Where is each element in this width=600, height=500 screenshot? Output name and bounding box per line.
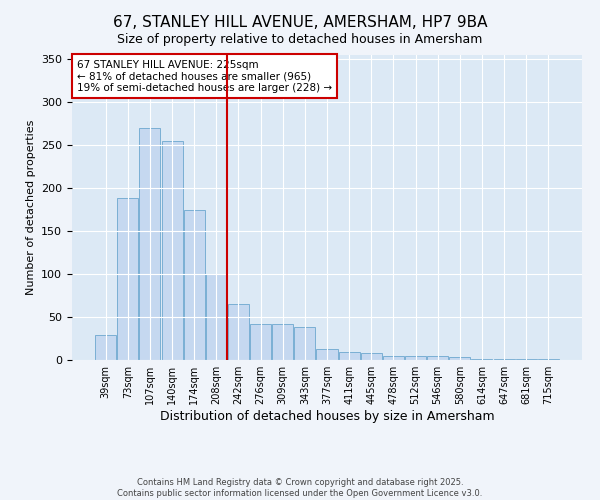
Bar (427, 356, 448, 360)
Bar (515, 359, 536, 360)
Bar (295, 328, 316, 360)
Bar (338, 352, 359, 360)
Bar (538, 359, 559, 360)
X-axis label: Distribution of detached houses by size in Amersham: Distribution of detached houses by size … (160, 410, 494, 423)
Bar (472, 359, 493, 360)
Bar (272, 324, 293, 360)
Bar (250, 324, 271, 360)
Bar (494, 359, 515, 360)
Bar (184, 210, 205, 360)
Bar (405, 356, 426, 360)
Bar (361, 353, 382, 360)
Text: 67, STANLEY HILL AVENUE, AMERSHAM, HP7 9BA: 67, STANLEY HILL AVENUE, AMERSHAM, HP7 9… (113, 15, 487, 30)
Bar (95, 335, 116, 360)
Bar (139, 128, 160, 360)
Y-axis label: Number of detached properties: Number of detached properties (26, 120, 35, 295)
Bar (228, 304, 249, 360)
Bar (316, 349, 338, 360)
Bar (161, 141, 182, 360)
Bar (118, 198, 139, 360)
Bar (449, 356, 470, 360)
Bar (206, 274, 227, 360)
Text: Contains HM Land Registry data © Crown copyright and database right 2025.
Contai: Contains HM Land Registry data © Crown c… (118, 478, 482, 498)
Text: Size of property relative to detached houses in Amersham: Size of property relative to detached ho… (118, 32, 482, 46)
Bar (383, 356, 404, 360)
Text: 67 STANLEY HILL AVENUE: 225sqm
← 81% of detached houses are smaller (965)
19% of: 67 STANLEY HILL AVENUE: 225sqm ← 81% of … (77, 60, 332, 93)
